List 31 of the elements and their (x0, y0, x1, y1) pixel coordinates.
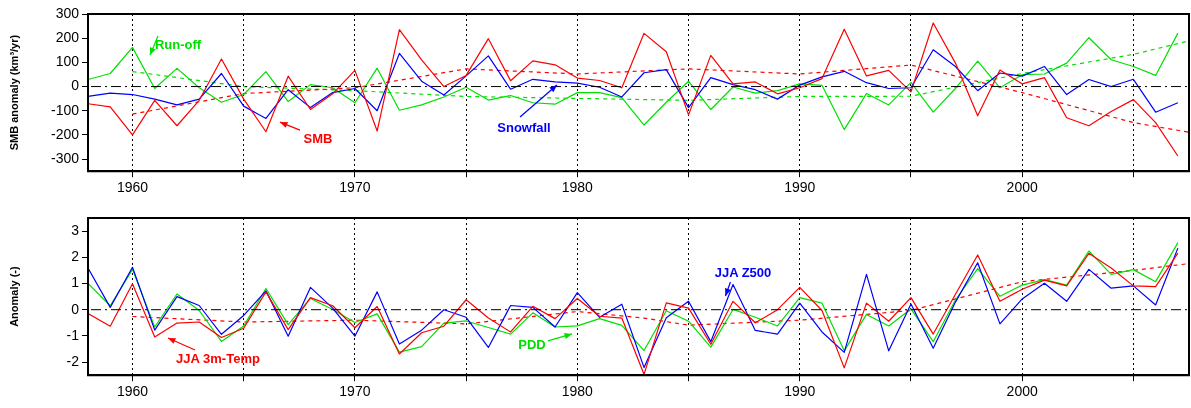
x-tick-label: 1970 (339, 383, 371, 400)
y-tick-label: 2 (71, 248, 80, 265)
text: Snowfall (497, 119, 551, 135)
y-axis-title: Anomaly (-) (7, 266, 20, 327)
x-tick-label: 1960 (116, 179, 149, 196)
series-label: JJA 3m-Temp (176, 350, 260, 366)
x-tick-label: 1960 (116, 383, 149, 400)
y-tick-label: -300 (50, 149, 80, 166)
y-tick-label: 0 (71, 77, 80, 94)
x-tick-label: 1990 (784, 383, 816, 400)
y-tick-label: -200 (50, 125, 80, 142)
y-tick-label: 200 (55, 29, 80, 46)
x-tick-label: 2000 (1006, 383, 1038, 400)
y-tick-label: 100 (55, 53, 80, 70)
y-tick-label: 0 (71, 300, 80, 317)
series-label: SMB (303, 130, 333, 146)
x-tick-label: 1990 (784, 179, 816, 196)
legend-label: Run-off (154, 36, 202, 52)
y-axis-title: SMB anomaly (km³/yr) (7, 34, 20, 151)
y-tick-label: -2 (66, 352, 80, 369)
legend-label: PDD (518, 336, 546, 352)
y-tick-label: -1 (66, 326, 80, 343)
x-tick-label: 1980 (561, 383, 594, 400)
x-tick-label: 2000 (1006, 179, 1038, 196)
series-label: JJA Z500 (714, 264, 772, 280)
x-tick-label: 1980 (561, 179, 594, 196)
y-tick-label: 3 (71, 221, 80, 238)
y-tick-label: 300 (55, 4, 80, 21)
x-tick-label: 1970 (339, 179, 371, 196)
y-tick-label: -100 (50, 101, 80, 118)
y-tick-label: 1 (71, 274, 80, 291)
